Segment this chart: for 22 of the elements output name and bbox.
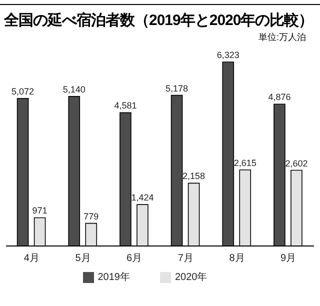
chart-title: 全国の延べ宿泊者数（2019年と2020年の比較） [2,11,314,30]
legend-label: 2020年 [175,272,208,283]
data-label: 6,323 [216,50,240,60]
data-label: 4,876 [268,92,291,102]
x-tick-label: 6月 [126,253,142,264]
data-label: 779 [84,211,99,222]
data-label: 1,424 [131,192,154,203]
legend-label: 2019年 [98,272,130,283]
x-tick-label: 9月 [280,253,296,264]
x-tick-label: 8月 [229,253,245,264]
data-label: 5,140 [62,84,86,94]
data-label: 2,602 [285,158,308,168]
data-label: 2,615 [234,158,256,168]
data-label: 971 [32,206,48,216]
data-label: 2,158 [182,171,206,182]
x-tick-label: 5月 [75,253,91,264]
x-tick-label: 7月 [178,253,194,264]
x-tick-label: 4月 [24,253,40,264]
data-label: 5,072 [12,86,34,96]
chart-subtitle: 単位:万人泊 [257,31,307,44]
data-label: 4,581 [114,100,137,111]
data-label: 5,178 [166,83,188,94]
